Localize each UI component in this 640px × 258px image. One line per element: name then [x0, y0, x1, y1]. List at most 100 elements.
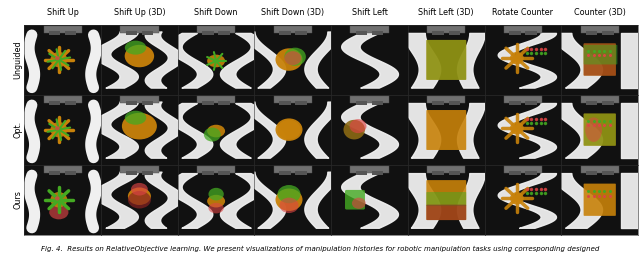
Ellipse shape	[207, 125, 225, 137]
Ellipse shape	[122, 113, 157, 140]
FancyBboxPatch shape	[449, 101, 460, 105]
FancyBboxPatch shape	[65, 171, 77, 175]
FancyBboxPatch shape	[426, 180, 466, 220]
FancyBboxPatch shape	[580, 96, 619, 103]
FancyBboxPatch shape	[65, 31, 77, 35]
FancyBboxPatch shape	[295, 31, 307, 35]
Text: Opt.: Opt.	[13, 121, 22, 138]
Text: Shift Left (3D): Shift Left (3D)	[419, 8, 474, 17]
Ellipse shape	[51, 52, 67, 67]
FancyBboxPatch shape	[350, 96, 388, 103]
FancyBboxPatch shape	[279, 171, 291, 175]
FancyBboxPatch shape	[602, 171, 614, 175]
FancyBboxPatch shape	[274, 96, 312, 103]
Ellipse shape	[275, 118, 303, 141]
FancyBboxPatch shape	[197, 166, 236, 173]
Ellipse shape	[275, 48, 303, 71]
Ellipse shape	[49, 205, 68, 219]
FancyBboxPatch shape	[197, 96, 236, 103]
FancyBboxPatch shape	[49, 171, 60, 175]
Text: Ours: Ours	[13, 190, 22, 209]
Ellipse shape	[55, 56, 60, 60]
Ellipse shape	[207, 195, 225, 207]
FancyBboxPatch shape	[295, 101, 307, 105]
FancyBboxPatch shape	[504, 96, 542, 103]
Ellipse shape	[125, 41, 147, 55]
Ellipse shape	[284, 48, 306, 66]
Ellipse shape	[275, 189, 303, 211]
FancyBboxPatch shape	[584, 184, 616, 216]
FancyBboxPatch shape	[504, 26, 542, 33]
Ellipse shape	[204, 127, 221, 142]
FancyBboxPatch shape	[125, 171, 137, 175]
FancyBboxPatch shape	[295, 171, 307, 175]
FancyBboxPatch shape	[218, 171, 230, 175]
FancyBboxPatch shape	[372, 101, 383, 105]
FancyBboxPatch shape	[218, 101, 230, 105]
FancyBboxPatch shape	[274, 166, 312, 173]
Ellipse shape	[209, 203, 224, 213]
FancyBboxPatch shape	[426, 40, 466, 80]
Text: Shift Up (3D): Shift Up (3D)	[113, 8, 165, 17]
Ellipse shape	[278, 185, 301, 203]
FancyBboxPatch shape	[120, 96, 159, 103]
Text: Fig. 4.  Results on RelativeObjective learning. We present visualizations of man: Fig. 4. Results on RelativeObjective lea…	[41, 246, 599, 252]
FancyBboxPatch shape	[426, 110, 466, 150]
Ellipse shape	[352, 198, 365, 209]
FancyBboxPatch shape	[372, 31, 383, 35]
Ellipse shape	[51, 192, 67, 207]
FancyBboxPatch shape	[509, 101, 521, 105]
FancyBboxPatch shape	[125, 101, 137, 105]
FancyBboxPatch shape	[584, 43, 616, 76]
FancyBboxPatch shape	[65, 101, 77, 105]
Ellipse shape	[128, 191, 151, 208]
FancyBboxPatch shape	[433, 171, 444, 175]
FancyBboxPatch shape	[44, 26, 82, 33]
FancyBboxPatch shape	[372, 171, 383, 175]
Text: Shift Left: Shift Left	[351, 8, 387, 17]
Ellipse shape	[349, 119, 367, 133]
Text: Shift Down (3D): Shift Down (3D)	[261, 8, 324, 17]
FancyBboxPatch shape	[525, 171, 537, 175]
FancyBboxPatch shape	[49, 31, 60, 35]
FancyBboxPatch shape	[426, 40, 466, 80]
Ellipse shape	[51, 122, 67, 137]
FancyBboxPatch shape	[584, 114, 616, 146]
FancyBboxPatch shape	[279, 31, 291, 35]
Ellipse shape	[510, 192, 524, 205]
FancyBboxPatch shape	[49, 101, 60, 105]
FancyBboxPatch shape	[586, 101, 597, 105]
FancyBboxPatch shape	[141, 101, 153, 105]
FancyBboxPatch shape	[584, 114, 616, 146]
FancyBboxPatch shape	[449, 171, 460, 175]
FancyBboxPatch shape	[141, 31, 153, 35]
Ellipse shape	[55, 126, 60, 130]
Text: Rotate Counter: Rotate Counter	[493, 8, 554, 17]
Ellipse shape	[125, 111, 147, 125]
FancyBboxPatch shape	[427, 96, 465, 103]
FancyBboxPatch shape	[218, 31, 230, 35]
FancyBboxPatch shape	[350, 166, 388, 173]
FancyBboxPatch shape	[580, 26, 619, 33]
Ellipse shape	[55, 196, 60, 200]
Ellipse shape	[207, 55, 225, 67]
Ellipse shape	[344, 120, 365, 140]
FancyBboxPatch shape	[274, 26, 312, 33]
FancyBboxPatch shape	[356, 101, 367, 105]
Text: Counter (3D): Counter (3D)	[574, 8, 626, 17]
FancyBboxPatch shape	[509, 171, 521, 175]
FancyBboxPatch shape	[427, 166, 465, 173]
FancyBboxPatch shape	[584, 45, 618, 64]
Ellipse shape	[585, 117, 602, 142]
FancyBboxPatch shape	[449, 31, 460, 35]
Text: Unguided: Unguided	[13, 40, 22, 79]
FancyBboxPatch shape	[356, 31, 367, 35]
FancyBboxPatch shape	[426, 205, 466, 220]
Ellipse shape	[125, 45, 154, 67]
FancyBboxPatch shape	[586, 171, 597, 175]
FancyBboxPatch shape	[602, 31, 614, 35]
Ellipse shape	[131, 183, 148, 196]
Ellipse shape	[280, 198, 299, 213]
Ellipse shape	[510, 52, 524, 64]
FancyBboxPatch shape	[125, 31, 137, 35]
